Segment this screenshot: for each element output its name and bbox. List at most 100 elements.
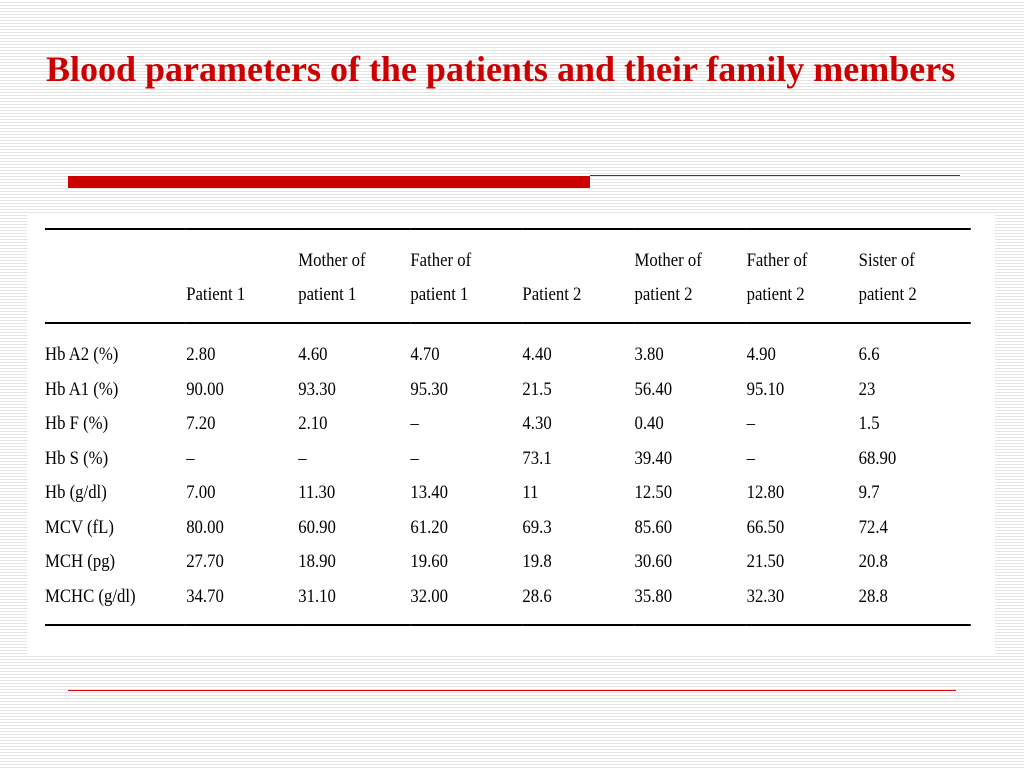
slide-title: Blood parameters of the patients and the…	[46, 49, 956, 89]
table-cell: 4.90	[746, 344, 776, 366]
column-header: Mother of patient 2	[635, 229, 747, 323]
table-row: MCHC (g/dl) 34.70 31.10 32.00 28.6 35.80 32.30…	[45, 580, 971, 625]
column-header: Patient 1	[186, 229, 298, 323]
table-cell: 20.8	[858, 551, 888, 573]
column-header: Mother of patient 1	[298, 229, 410, 323]
table-row: MCH (pg) 27.70 18.90 19.60 19.8 30.60 21.50 20.…	[45, 545, 971, 580]
table-cell: 21.5	[522, 378, 552, 400]
table-cell: –	[746, 413, 755, 435]
table-cell: 28.6	[522, 585, 552, 607]
table-cell: 13.40	[410, 482, 448, 504]
column-header-line: Father of	[410, 250, 472, 271]
table-cell: 21.50	[746, 551, 785, 573]
row-parameter-label: Hb S (%)	[45, 447, 109, 469]
table-cell: –	[746, 447, 755, 469]
column-header-line: Father of	[746, 250, 808, 271]
table-cell: 69.3	[522, 516, 552, 538]
table-row: Hb F (%) 7.20 2.10 – 4.30 0.40 – 1.5	[45, 407, 971, 442]
table-cell: 11	[522, 482, 539, 504]
table-cell: 95.30	[410, 378, 448, 400]
table-cell: 80.00	[186, 516, 224, 538]
table-cell: 60.90	[298, 516, 336, 538]
column-header: Father of patient 1	[410, 229, 522, 323]
table-cell: 1.5	[858, 413, 880, 435]
table-cell: 19.8	[522, 551, 552, 573]
column-header: Father of patient 2	[747, 229, 859, 323]
table-row: Hb A2 (%) 2.80 4.60 4.70 4.40 3.80 4.90 6.6	[45, 323, 971, 373]
column-header-line: patient 2	[634, 284, 693, 305]
table-cell: 27.70	[186, 551, 224, 573]
table-cell: –	[186, 447, 195, 469]
table-row: Hb (g/dl) 7.00 11.30 13.40 11 12.50 12.80 9.7	[45, 476, 971, 511]
table-cell: 85.60	[634, 516, 673, 538]
table-cell: 4.30	[522, 413, 552, 435]
row-parameter-label: MCV (fL)	[45, 516, 114, 538]
table-cell: 30.60	[634, 551, 673, 573]
table-cell: 34.70	[186, 585, 224, 607]
column-header-line: patient 1	[410, 284, 469, 305]
table-cell: 72.4	[858, 516, 888, 538]
title-accent-line	[590, 175, 960, 176]
table-body: Hb A2 (%) 2.80 4.60 4.70 4.40 3.80 4.90 6.6 Hb A…	[45, 323, 971, 625]
column-header-parameter	[45, 229, 186, 323]
footer-divider	[68, 690, 956, 691]
row-parameter-label: Hb (g/dl)	[45, 482, 107, 504]
table-cell: 0.40	[634, 413, 664, 435]
table-cell: 4.60	[298, 344, 328, 366]
column-header-line: patient 2	[858, 284, 917, 305]
table-cell: 32.00	[410, 585, 448, 607]
table-cell: 7.00	[186, 482, 216, 504]
table-row: Hb S (%) – – – 73.1 39.40 – 68.90	[45, 442, 971, 477]
table-cell: 32.30	[746, 585, 785, 607]
column-header: Patient 2	[522, 229, 634, 323]
table-cell: 61.20	[410, 516, 448, 538]
table-cell: 90.00	[186, 378, 224, 400]
table-cell: 56.40	[634, 378, 673, 400]
table-cell: –	[410, 447, 419, 469]
table-row: Hb A1 (%) 90.00 93.30 95.30 21.5 56.40 95.10 23	[45, 373, 971, 408]
blood-parameters-table: Patient 1 Mother of patient 1 Father of pati…	[45, 228, 971, 626]
row-parameter-label: MCHC (g/dl)	[45, 585, 136, 607]
column-header-line: Mother of	[298, 250, 366, 271]
table-cell: 2.10	[298, 413, 328, 435]
column-header-line: Patient 2	[522, 284, 582, 305]
column-header-line	[522, 244, 634, 278]
table-header-row: Patient 1 Mother of patient 1 Father of pati…	[45, 229, 971, 323]
table-cell: 68.90	[858, 447, 897, 469]
column-header-line: patient 1	[298, 284, 357, 305]
column-header-line: patient 2	[746, 284, 805, 305]
table-cell: 11.30	[298, 482, 336, 504]
column-header: Sister of patient 2	[859, 229, 971, 323]
row-parameter-label: MCH (pg)	[45, 551, 116, 573]
table-cell: 66.50	[746, 516, 785, 538]
table-cell: 19.60	[410, 551, 448, 573]
table-cell: 23	[858, 378, 876, 400]
row-parameter-label: Hb F (%)	[45, 413, 109, 435]
table-cell: 2.80	[186, 344, 216, 366]
table-cell: 28.8	[858, 585, 888, 607]
table-cell: 6.6	[858, 344, 880, 366]
table-cell: 9.7	[858, 482, 880, 504]
table-panel: Patient 1 Mother of patient 1 Father of pati…	[27, 213, 995, 656]
column-header-line	[45, 244, 186, 278]
row-parameter-label: Hb A2 (%)	[45, 344, 119, 366]
table-cell: 4.70	[410, 344, 440, 366]
column-header-line: Patient 1	[186, 284, 246, 305]
table-cell: 12.50	[634, 482, 673, 504]
table-cell: 4.40	[522, 344, 552, 366]
table-cell: 3.80	[634, 344, 664, 366]
table-cell: –	[410, 413, 419, 435]
title-accent-bar	[68, 176, 590, 188]
table-cell: 39.40	[634, 447, 673, 469]
column-header-line	[186, 244, 298, 278]
table-cell: 31.10	[298, 585, 336, 607]
table-cell: 93.30	[298, 378, 336, 400]
table-cell: 18.90	[298, 551, 336, 573]
column-header-line	[45, 278, 186, 312]
column-header-line: Mother of	[634, 250, 702, 271]
table-cell: 35.80	[634, 585, 673, 607]
table-cell: 73.1	[522, 447, 552, 469]
row-parameter-label: Hb A1 (%)	[45, 378, 119, 400]
column-header-line: Sister of	[858, 250, 915, 271]
table-cell: 7.20	[186, 413, 216, 435]
